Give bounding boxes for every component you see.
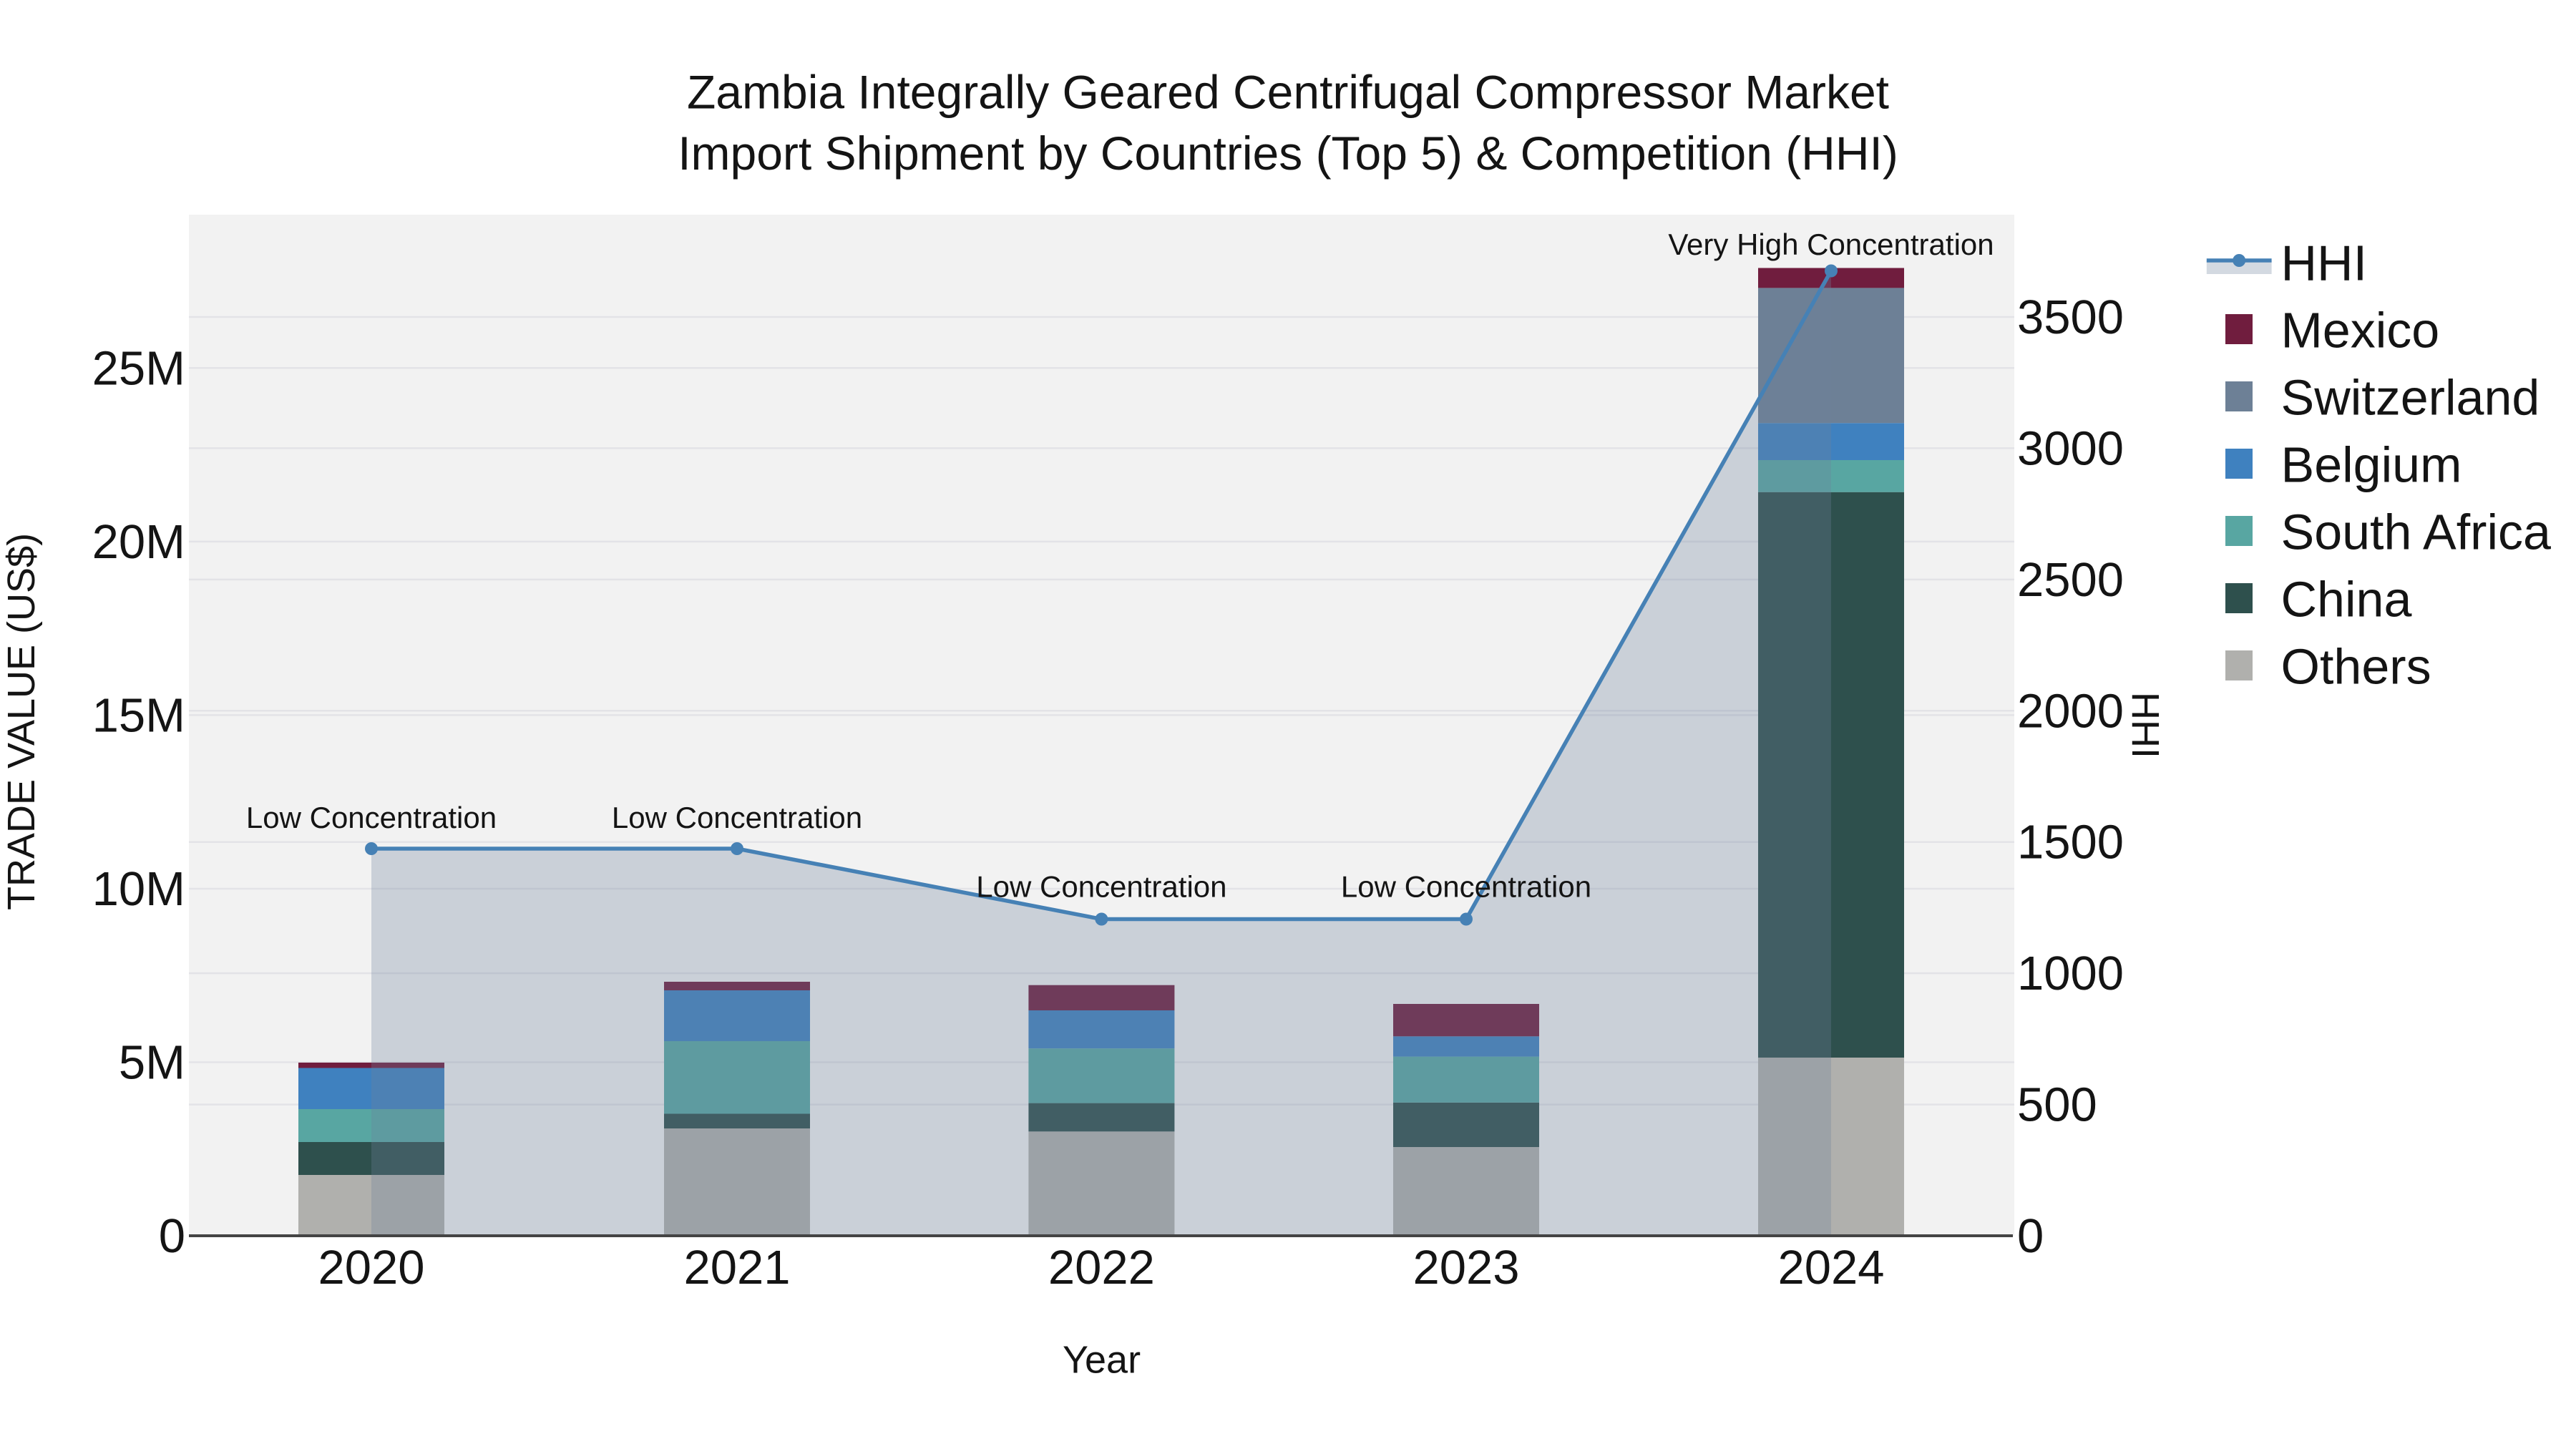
svg-text:25M: 25M	[92, 341, 185, 395]
svg-text:0: 0	[159, 1209, 185, 1263]
svg-text:1500: 1500	[2017, 816, 2124, 869]
svg-text:Low Concentration: Low Concentration	[246, 801, 497, 834]
svg-text:2022: 2022	[1048, 1241, 1155, 1294]
svg-text:South Africa: South Africa	[2281, 504, 2552, 560]
svg-text:15M: 15M	[92, 688, 185, 742]
svg-text:HHI: HHI	[2281, 235, 2368, 291]
svg-text:Low Concentration: Low Concentration	[976, 869, 1226, 903]
svg-text:2500: 2500	[2017, 553, 2124, 607]
svg-text:Switzerland: Switzerland	[2281, 370, 2540, 426]
svg-text:Import Shipment by Countries (: Import Shipment by Countries (Top 5) & C…	[678, 127, 1898, 180]
svg-text:2020: 2020	[318, 1241, 424, 1294]
svg-text:500: 500	[2017, 1078, 2097, 1132]
svg-text:20M: 20M	[92, 515, 185, 569]
svg-text:2023: 2023	[1413, 1241, 1519, 1294]
svg-text:Zambia Integrally Geared Centr: Zambia Integrally Geared Centrifugal Com…	[687, 66, 1889, 119]
svg-text:3500: 3500	[2017, 291, 2124, 344]
svg-text:Year: Year	[1063, 1339, 1141, 1382]
svg-text:5M: 5M	[119, 1036, 185, 1090]
svg-text:Very High Concentration: Very High Concentration	[1668, 228, 1994, 261]
svg-text:Others: Others	[2281, 639, 2431, 695]
svg-text:1000: 1000	[2017, 947, 2124, 1000]
svg-text:3000: 3000	[2017, 421, 2124, 475]
svg-text:Belgium: Belgium	[2281, 437, 2462, 493]
svg-text:2000: 2000	[2017, 684, 2124, 738]
svg-text:Mexico: Mexico	[2281, 303, 2440, 358]
svg-text:2021: 2021	[683, 1241, 790, 1294]
svg-text:TRADE VALUE (US$): TRADE VALUE (US$)	[0, 533, 43, 910]
svg-text:Low Concentration: Low Concentration	[612, 801, 862, 834]
svg-text:HHI: HHI	[2124, 692, 2167, 758]
svg-text:China: China	[2281, 572, 2412, 628]
svg-text:2024: 2024	[1777, 1241, 1884, 1294]
svg-text:0: 0	[2017, 1209, 2044, 1263]
svg-text:10M: 10M	[92, 862, 185, 916]
svg-text:Low Concentration: Low Concentration	[1341, 869, 1591, 903]
